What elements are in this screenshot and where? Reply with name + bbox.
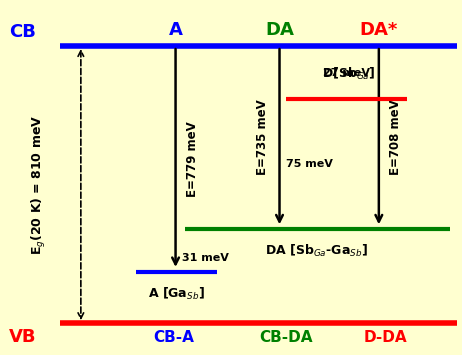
Text: DA [Sb$_{Ga}$-Ga$_{Sb}$]: DA [Sb$_{Ga}$-Ga$_{Sb}$] (265, 243, 368, 259)
Text: E=779 meV: E=779 meV (186, 121, 199, 197)
Text: CB-A: CB-A (153, 330, 194, 345)
Text: D-DA: D-DA (364, 330, 407, 345)
Text: 31 meV: 31 meV (182, 253, 229, 263)
Text: DA: DA (265, 21, 294, 39)
Text: VB: VB (9, 328, 37, 346)
Text: 27 meV: 27 meV (322, 68, 370, 78)
Text: 75 meV: 75 meV (286, 159, 333, 169)
Text: CB-DA: CB-DA (260, 330, 313, 345)
Text: E$_{g}$(20 K) = 810 meV: E$_{g}$(20 K) = 810 meV (30, 115, 48, 255)
Text: A [Ga$_{Sb}$]: A [Ga$_{Sb}$] (148, 286, 205, 302)
Text: A: A (169, 21, 182, 39)
Text: E=708 meV: E=708 meV (389, 100, 402, 175)
Text: D[Sb$_{Ga}$]: D[Sb$_{Ga}$] (322, 66, 376, 82)
Text: CB: CB (9, 23, 36, 41)
Text: DA*: DA* (359, 21, 398, 39)
Text: E=735 meV: E=735 meV (256, 100, 269, 175)
